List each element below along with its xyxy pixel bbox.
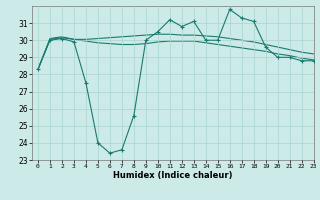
X-axis label: Humidex (Indice chaleur): Humidex (Indice chaleur) (113, 171, 233, 180)
